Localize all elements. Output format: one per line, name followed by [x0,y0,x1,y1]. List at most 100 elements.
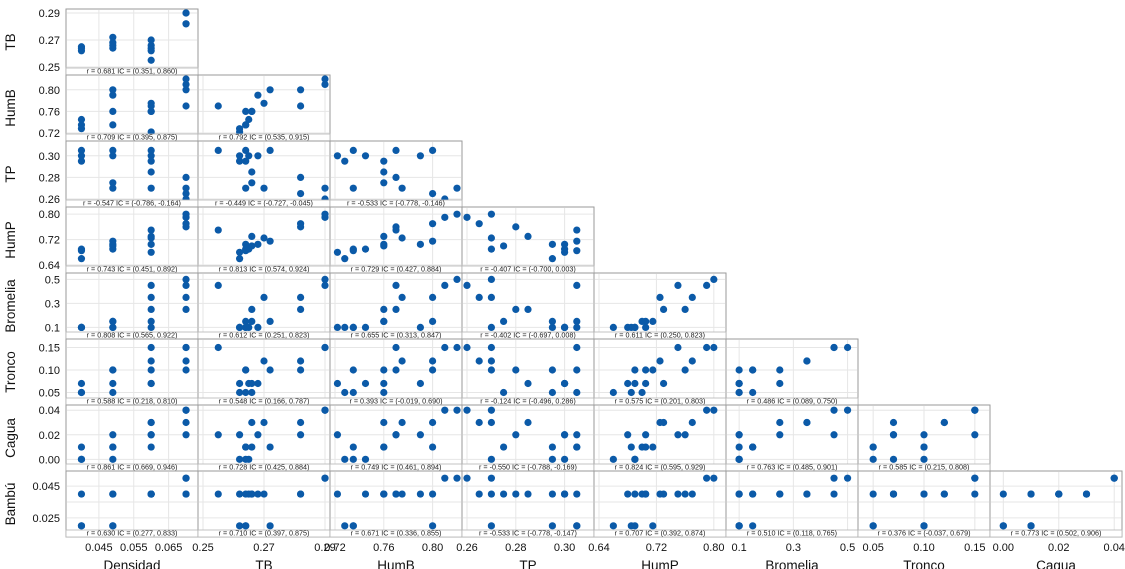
data-point [573,522,581,530]
data-point [642,323,650,331]
data-point [398,357,406,365]
data-point [333,490,342,498]
y-tick-label: 0.05 [39,388,60,400]
data-point [77,152,86,160]
x-tick-label: 0.72 [324,542,345,554]
correlation-label: r = 0.773 IC = (0.502, 0.906) [1011,529,1102,538]
data-point [77,43,86,51]
panel-bambu-vs-tp: r = -0.533 IC = (-0.778, -0.147) [461,470,595,538]
data-point [392,223,400,231]
data-point [147,379,155,388]
data-point [688,293,696,301]
data-point [688,357,696,365]
data-point [631,323,639,331]
data-point [453,406,461,414]
data-point [361,379,370,388]
panel-bambu-vs-bromelia: r = 0.510 IC = (0.118, 0.765) [725,470,859,538]
data-point [77,146,86,154]
data-point [214,431,222,439]
panel-cagua-vs-humb: r = 0.749 IC = (0.461, 0.894) [329,404,463,472]
data-point [260,234,268,242]
data-point [416,379,424,388]
data-point [266,237,274,245]
data-point [147,56,155,64]
panel-bromelia-vs-densidad: r = 0.808 IC = (0.565, 0.922) [65,272,199,340]
data-point [214,343,222,352]
data-point [236,431,244,439]
panel-frame [65,470,199,538]
data-point [260,418,268,427]
data-point [392,146,400,154]
y-tick-label: 0.29 [39,8,60,20]
correlation-label: r = 0.824 IC = (0.595, 0.929) [615,463,706,472]
data-point [573,431,581,439]
data-point [656,357,664,365]
data-point [254,152,262,160]
x-tick-label: 0.00 [993,542,1014,554]
data-point [453,210,461,218]
data-point [109,455,117,463]
data-point [573,317,581,325]
data-point [656,418,664,427]
panel-frame [461,404,595,472]
data-point [940,418,948,427]
data-point [297,431,305,439]
panel-frame [329,470,463,538]
data-point [380,366,388,374]
y-tick-label: 0.02 [39,430,60,442]
x-tick-label: 0.76 [373,542,394,554]
data-point [642,317,650,325]
x-tick-label: 0.055 [120,542,148,554]
data-point [843,474,852,482]
data-point [548,323,557,331]
data-point [242,323,250,331]
data-point [710,343,718,352]
data-point [561,240,569,248]
panel-cagua-vs-tronco: r = 0.585 IC = (0.215, 0.808) [857,404,991,472]
data-point [77,388,86,397]
correlation-label: r = -0.407 IC = (-0.700, 0.003) [480,265,576,274]
data-point [109,146,117,154]
data-point [710,406,718,414]
data-point [147,248,155,256]
data-point [429,293,437,301]
data-point [248,490,256,498]
correlation-label: r = 0.729 IC = (0.427, 0.884) [351,265,442,274]
data-point [147,157,155,165]
data-point [321,80,329,88]
y-tick-label: 0.80 [39,209,60,221]
data-point [266,146,274,154]
correlation-label: r = 0.486 IC = (0.089, 0.750) [747,397,838,406]
data-point [487,323,495,331]
data-point [548,366,557,374]
data-point [349,323,357,331]
data-point [463,213,471,221]
data-point [429,490,437,498]
data-point [416,431,424,439]
data-point [392,366,400,374]
data-point [242,388,250,397]
data-point [297,190,305,198]
panel-bambu-vs-tronco: r = 0.376 IC = (-0.037, 0.679) [857,470,991,538]
data-point [321,275,329,283]
data-point [548,443,557,451]
data-point [242,121,250,129]
correlation-label: r = 0.743 IC = (0.451, 0.892) [87,265,178,274]
data-point [182,474,190,482]
data-point [624,490,632,498]
data-point [475,490,483,498]
data-point [681,431,689,439]
data-point [512,223,520,231]
data-point [1055,490,1063,498]
panel-cagua-vs-tp: r = -0.550 IC = (-0.788, -0.169) [461,404,595,472]
data-point [182,220,190,228]
data-point [561,379,569,388]
panel-tronco-vs-tb: r = 0.548 IC = (0.166, 0.787) [197,338,331,406]
y-tick-label: 0.72 [39,128,60,140]
data-point [214,490,222,498]
panel-tronco-vs-humb: r = 0.393 IC = (-0.019, 0.690) [329,338,463,406]
data-point [429,418,437,427]
data-point [441,213,449,221]
data-point [453,275,461,283]
data-point [416,490,424,498]
